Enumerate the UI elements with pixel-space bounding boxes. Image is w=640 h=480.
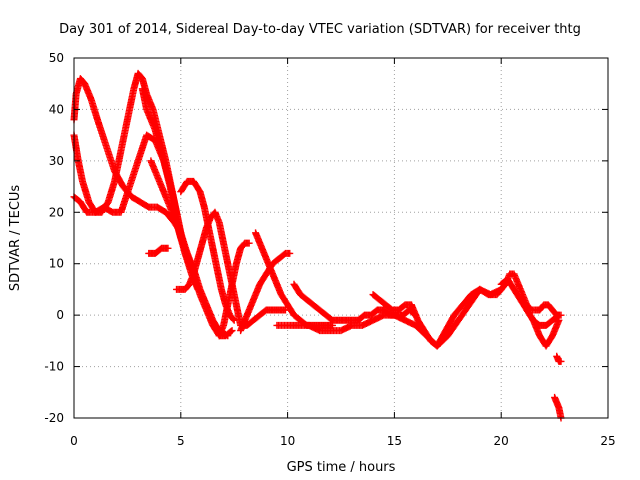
series-arc-j (237, 249, 294, 335)
x-tick-label: 20 (494, 434, 509, 448)
data-point (286, 249, 294, 257)
series-arc-l (290, 280, 420, 324)
data-point (164, 244, 172, 252)
data-points (70, 69, 565, 422)
data-point (557, 357, 565, 365)
series-arc-i (215, 239, 253, 340)
y-tick-label: 20 (49, 205, 64, 219)
data-point (223, 331, 231, 339)
x-axis-label: GPS time / hours (287, 460, 396, 475)
series-arc-g (177, 177, 238, 324)
y-tick-label: 30 (49, 154, 64, 168)
x-tick-label: 25 (600, 434, 615, 448)
plot-frame (73, 57, 609, 419)
series-arc-h (145, 244, 172, 257)
chart-title: Day 301 of 2014, Sidereal Day-to-day VTE… (59, 22, 581, 37)
x-tick-label: 5 (177, 434, 185, 448)
x-tick-label: 0 (70, 434, 78, 448)
axis-ticks: 0 5 10 15 20 25 -20 -10 0 10 20 30 40 50 (44, 51, 615, 448)
y-tick-label: 0 (56, 308, 64, 322)
data-point (555, 311, 563, 319)
y-tick-label: -10 (44, 360, 64, 374)
series-arc-q (523, 306, 563, 329)
data-point (554, 312, 562, 320)
y-tick-label: -20 (44, 411, 64, 425)
x-tick-label: 15 (387, 434, 402, 448)
y-tick-label: 40 (49, 102, 64, 116)
y-axis-label: SDTVAR / TECUs (8, 185, 23, 292)
x-tick-label: 10 (280, 434, 295, 448)
series-arc-k (252, 229, 336, 329)
data-point (228, 327, 236, 335)
y-tick-label: 10 (49, 257, 64, 271)
data-point (230, 316, 238, 324)
series-arc-n (369, 291, 441, 350)
data-point (227, 327, 235, 335)
data-point (245, 239, 253, 247)
data-point (229, 315, 237, 323)
data-point (224, 332, 232, 340)
y-tick-label: 50 (49, 51, 64, 65)
series-arc-r (553, 352, 565, 365)
